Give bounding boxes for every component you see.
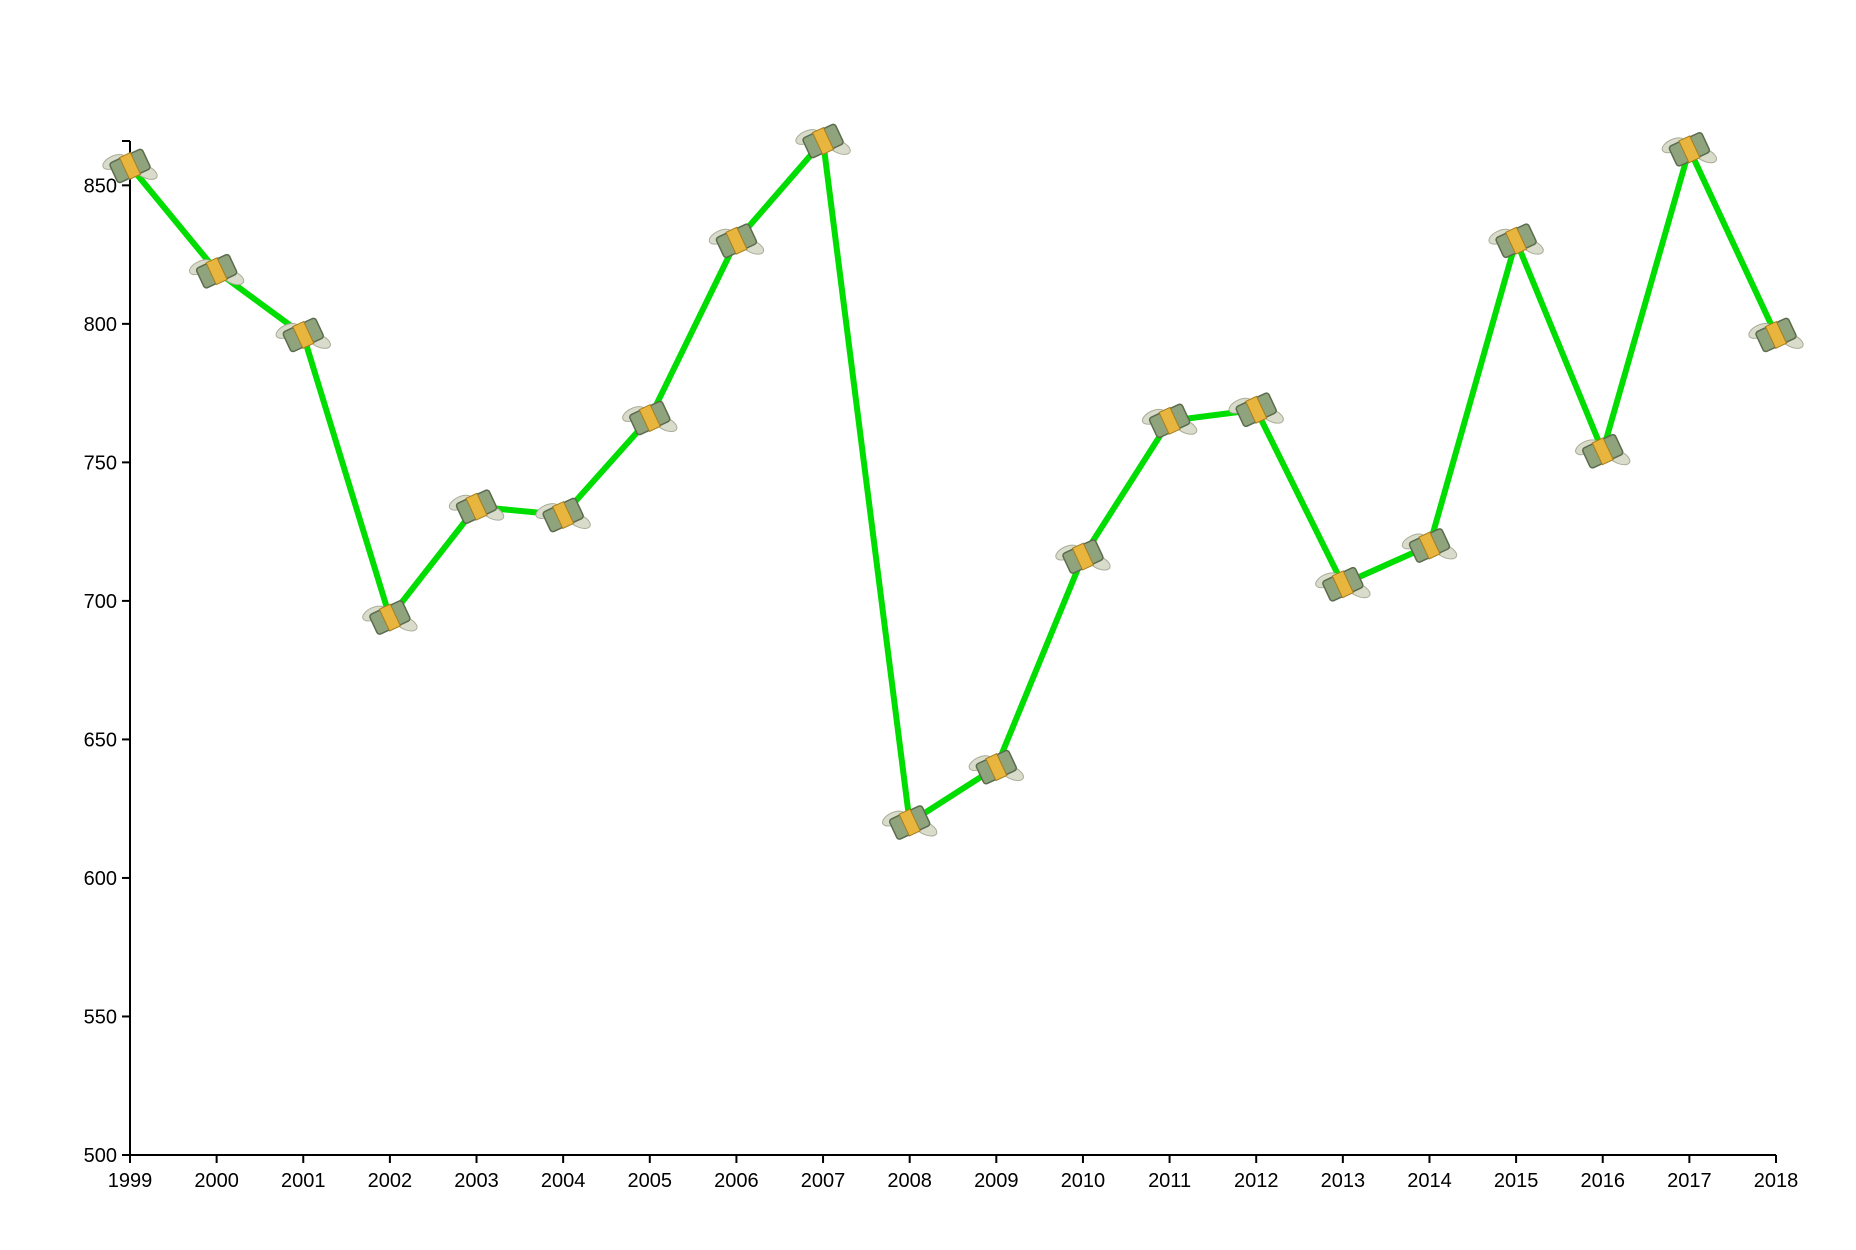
- point-marker: [186, 252, 247, 290]
- point-marker: [1139, 402, 1200, 440]
- x-tick-label: 2008: [887, 1170, 932, 1192]
- marker-icon: [1572, 432, 1633, 470]
- point-marker: [619, 399, 680, 437]
- point-marker: [532, 496, 594, 534]
- x-tick-label: 2007: [801, 1170, 846, 1192]
- marker-icon: [446, 488, 507, 526]
- x-tick-label: 2000: [194, 1170, 239, 1192]
- x-tick-label: 2011: [1148, 1170, 1191, 1192]
- marker-icon: [706, 222, 767, 260]
- marker-icon: [1745, 316, 1807, 354]
- point-marker: [1226, 391, 1287, 429]
- y-tick-label: 700: [84, 591, 117, 613]
- marker-icon: [1052, 538, 1114, 575]
- marker-icon: [1485, 222, 1547, 260]
- point-marker: [1572, 432, 1633, 470]
- x-tick-label: 2003: [454, 1170, 499, 1192]
- y-tick-label: 500: [84, 1145, 117, 1167]
- x-tick-label: 2004: [541, 1170, 586, 1192]
- x-tick-label: 2001: [281, 1170, 326, 1192]
- y-tick-label: 800: [84, 314, 117, 336]
- point-marker: [1052, 538, 1114, 575]
- x-tick-label: 2014: [1407, 1170, 1452, 1192]
- x-tick-label: 2015: [1494, 1170, 1539, 1192]
- point-marker: [1659, 130, 1720, 168]
- y-tick-label: 850: [84, 175, 117, 197]
- point-marker: [446, 488, 507, 526]
- marker-icon: [792, 122, 854, 160]
- x-tick-label: 2006: [714, 1170, 759, 1192]
- x-tick-label: 2005: [628, 1170, 673, 1192]
- x-tick-label: 2002: [368, 1170, 413, 1192]
- x-tick-label: 1999: [108, 1170, 153, 1192]
- marker-icon: [1659, 130, 1720, 168]
- y-tick-label: 650: [84, 729, 117, 751]
- x-tick-label: 2013: [1321, 1170, 1366, 1192]
- x-tick-label: 2017: [1667, 1170, 1712, 1192]
- marker-icon: [1139, 402, 1200, 440]
- x-tick-label: 2012: [1234, 1170, 1279, 1192]
- y-tick-label: 550: [84, 1006, 117, 1028]
- x-tick-label: 2010: [1061, 1170, 1106, 1192]
- marker-icon: [532, 496, 594, 534]
- marker-icon: [186, 252, 247, 290]
- x-tick-label: 2009: [974, 1170, 1019, 1192]
- point-marker: [1745, 316, 1807, 354]
- point-marker: [359, 599, 421, 636]
- point-marker: [1485, 222, 1547, 260]
- x-tick-label: 2016: [1580, 1170, 1625, 1192]
- line: [127, 138, 1779, 826]
- point-marker: [792, 122, 854, 160]
- point-marker: [706, 222, 767, 260]
- marker-icon: [619, 399, 680, 437]
- marker-icon: [1226, 391, 1287, 429]
- y-tick-label: 600: [84, 868, 117, 890]
- marker-icon: [359, 599, 421, 636]
- y-tick-label: 750: [84, 452, 117, 474]
- x-tick-label: 2018: [1754, 1170, 1799, 1192]
